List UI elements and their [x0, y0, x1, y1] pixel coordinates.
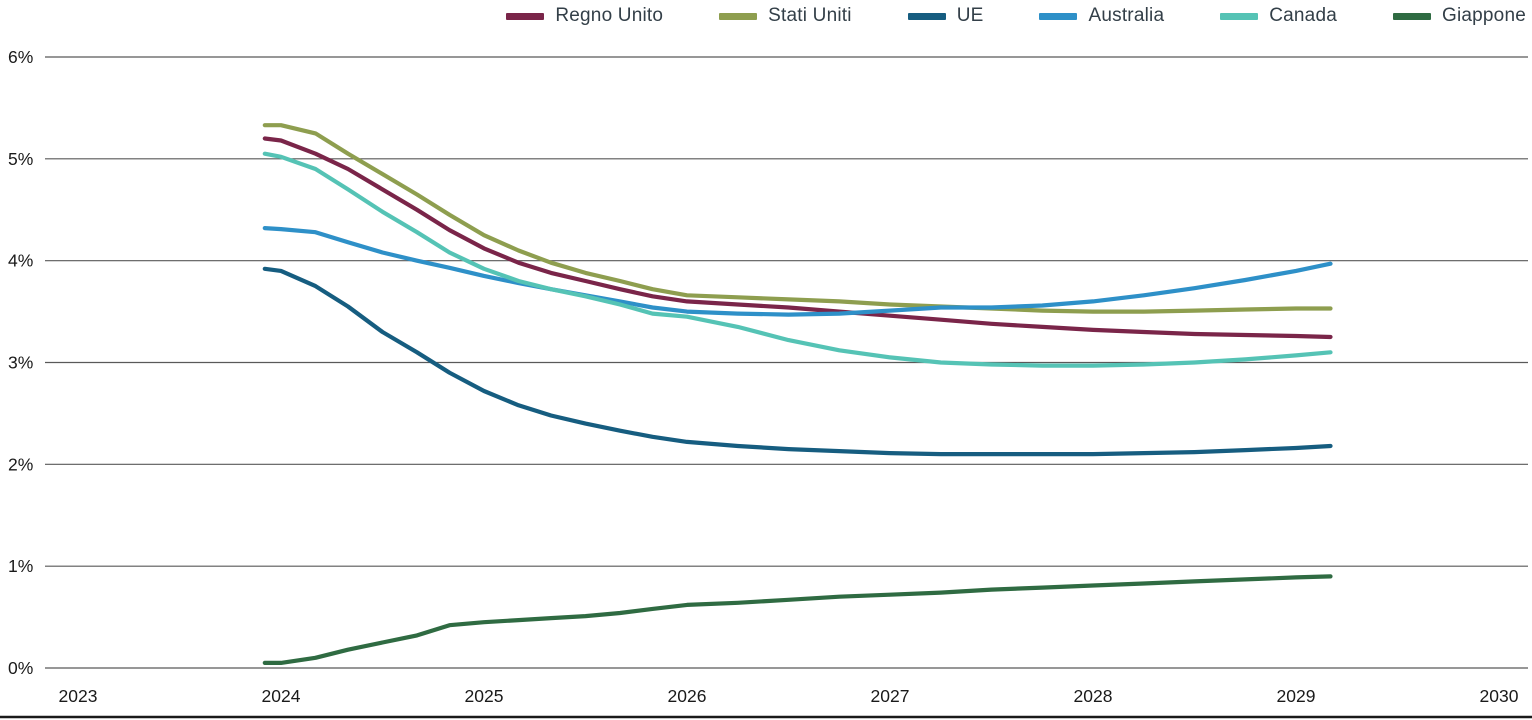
legend-item-stati-uniti: Stati Uniti — [719, 5, 852, 27]
legend-label: Giappone — [1441, 5, 1526, 26]
x-tick-label: 2030 — [1480, 686, 1519, 706]
legend-swatch — [1220, 12, 1259, 20]
x-tick-label: 2025 — [465, 686, 504, 706]
legend-swatch — [1039, 12, 1078, 20]
series-line-stati-uniti — [262, 123, 1333, 314]
series-line-canada — [262, 151, 1333, 368]
y-tick-label: 0% — [8, 658, 33, 678]
plot-area: 0% 1% 2% 3% 4% 5% 6% 2023 2024 2025 2026 2027 2028 20… — [0, 47, 1532, 719]
legend-label: UE — [956, 5, 984, 26]
y-tick-label: 6% — [8, 47, 33, 67]
legend-swatch — [719, 12, 758, 20]
legend-item-ue: UE — [907, 5, 984, 27]
legend-swatch — [1392, 12, 1431, 20]
y-tick-label: 4% — [8, 251, 33, 271]
x-tick-label: 2029 — [1277, 686, 1316, 706]
legend-label: Regno Unito — [555, 5, 664, 26]
legend-item-regno-unito: Regno Unito — [506, 5, 663, 27]
x-tick-label: 2024 — [262, 686, 301, 706]
y-tick-label: 2% — [8, 454, 33, 474]
legend-swatch — [907, 12, 946, 20]
chart-legend: Regno Unito Stati Uniti UE Australia Canada G… — [506, 5, 1526, 27]
legend-label: Australia — [1088, 5, 1165, 26]
y-tick-label: 3% — [8, 353, 33, 373]
series-line-australia — [262, 226, 1333, 317]
legend-label: Canada — [1269, 5, 1337, 26]
x-tick-label: 2026 — [668, 686, 707, 706]
series-line-giappone — [262, 574, 1333, 666]
series-line-ue — [262, 266, 1333, 457]
x-tick-label: 2028 — [1074, 686, 1113, 706]
x-tick-label: 2023 — [59, 686, 98, 706]
series-line-regno-unito — [262, 136, 1333, 340]
legend-swatch — [506, 12, 545, 20]
x-tick-label: 2027 — [871, 686, 910, 706]
legend-item-australia: Australia — [1039, 5, 1164, 27]
legend-label: Stati Uniti — [768, 5, 852, 26]
legend-item-giappone: Giappone — [1392, 5, 1526, 27]
y-tick-label: 5% — [8, 149, 33, 169]
legend-item-canada: Canada — [1220, 5, 1337, 27]
y-tick-label: 1% — [8, 556, 33, 576]
